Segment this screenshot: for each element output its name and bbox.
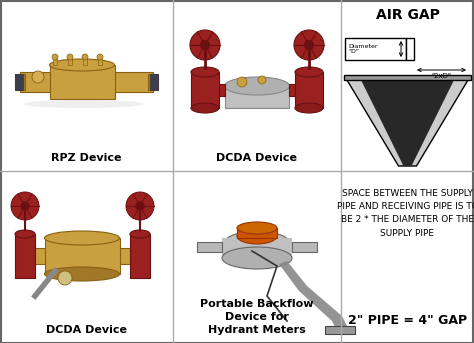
Circle shape [52, 54, 58, 60]
Circle shape [190, 30, 220, 60]
Text: Portable Backflow
Device for
Hydrant Meters: Portable Backflow Device for Hydrant Met… [200, 299, 314, 335]
Bar [197, 242, 222, 252]
Ellipse shape [191, 67, 219, 77]
Text: SPACE BETWEEN THE SUPPLY
PIPE AND RECEIVING PIPE IS TO
BE 2 * THE DIAMETER OF TH: SPACE BETWEEN THE SUPPLY PIPE AND RECEIV… [337, 189, 474, 238]
Circle shape [237, 77, 247, 87]
Ellipse shape [49, 59, 115, 71]
Bar [148, 74, 158, 90]
Bar [295, 72, 323, 108]
Ellipse shape [130, 230, 150, 238]
Ellipse shape [225, 84, 290, 106]
Bar [20, 72, 153, 92]
Ellipse shape [15, 230, 35, 238]
Circle shape [32, 71, 44, 83]
Circle shape [82, 54, 88, 60]
Bar [225, 86, 289, 108]
Bar [406, 38, 414, 60]
Ellipse shape [295, 67, 323, 77]
Ellipse shape [222, 231, 292, 261]
Bar [83, 57, 87, 65]
Ellipse shape [45, 267, 119, 281]
Ellipse shape [222, 247, 292, 269]
Ellipse shape [295, 103, 323, 113]
Text: DCDA Device: DCDA Device [217, 153, 298, 163]
Bar [325, 326, 355, 334]
Bar [219, 84, 225, 96]
Ellipse shape [237, 222, 277, 234]
Bar [50, 65, 115, 99]
Bar [345, 38, 406, 60]
Bar [150, 74, 158, 90]
Bar [15, 234, 35, 278]
Text: AIR GAP: AIR GAP [375, 8, 439, 22]
Text: RPZ Device: RPZ Device [51, 153, 122, 163]
Bar [292, 242, 317, 252]
Circle shape [258, 76, 266, 84]
Circle shape [11, 192, 39, 220]
Bar [53, 57, 57, 65]
Bar [68, 57, 72, 65]
Ellipse shape [45, 231, 119, 245]
Text: "2xD": "2xD" [431, 73, 452, 79]
Circle shape [201, 40, 210, 49]
Circle shape [136, 202, 144, 210]
Bar [18, 248, 148, 264]
Circle shape [304, 40, 313, 49]
Bar [98, 57, 102, 65]
Bar [45, 238, 120, 274]
Polygon shape [361, 80, 454, 166]
Circle shape [97, 54, 103, 60]
Text: DCDA Device: DCDA Device [46, 325, 127, 335]
Bar [130, 234, 150, 278]
Circle shape [294, 30, 324, 60]
Circle shape [126, 192, 154, 220]
Bar [15, 74, 25, 90]
Ellipse shape [237, 228, 277, 244]
Text: 2" PIPE = 4" GAP: 2" PIPE = 4" GAP [348, 315, 467, 328]
Text: Diameter
"D": Diameter "D" [348, 44, 377, 55]
Bar [222, 238, 292, 258]
Ellipse shape [225, 77, 290, 95]
Circle shape [58, 271, 72, 285]
Bar [15, 74, 23, 90]
Bar [344, 75, 471, 80]
Polygon shape [279, 261, 347, 331]
Bar [237, 228, 277, 238]
Bar [191, 72, 219, 108]
Circle shape [67, 54, 73, 60]
Ellipse shape [191, 103, 219, 113]
Circle shape [21, 202, 29, 210]
Ellipse shape [23, 100, 143, 108]
Bar [289, 84, 295, 96]
Polygon shape [347, 80, 468, 166]
